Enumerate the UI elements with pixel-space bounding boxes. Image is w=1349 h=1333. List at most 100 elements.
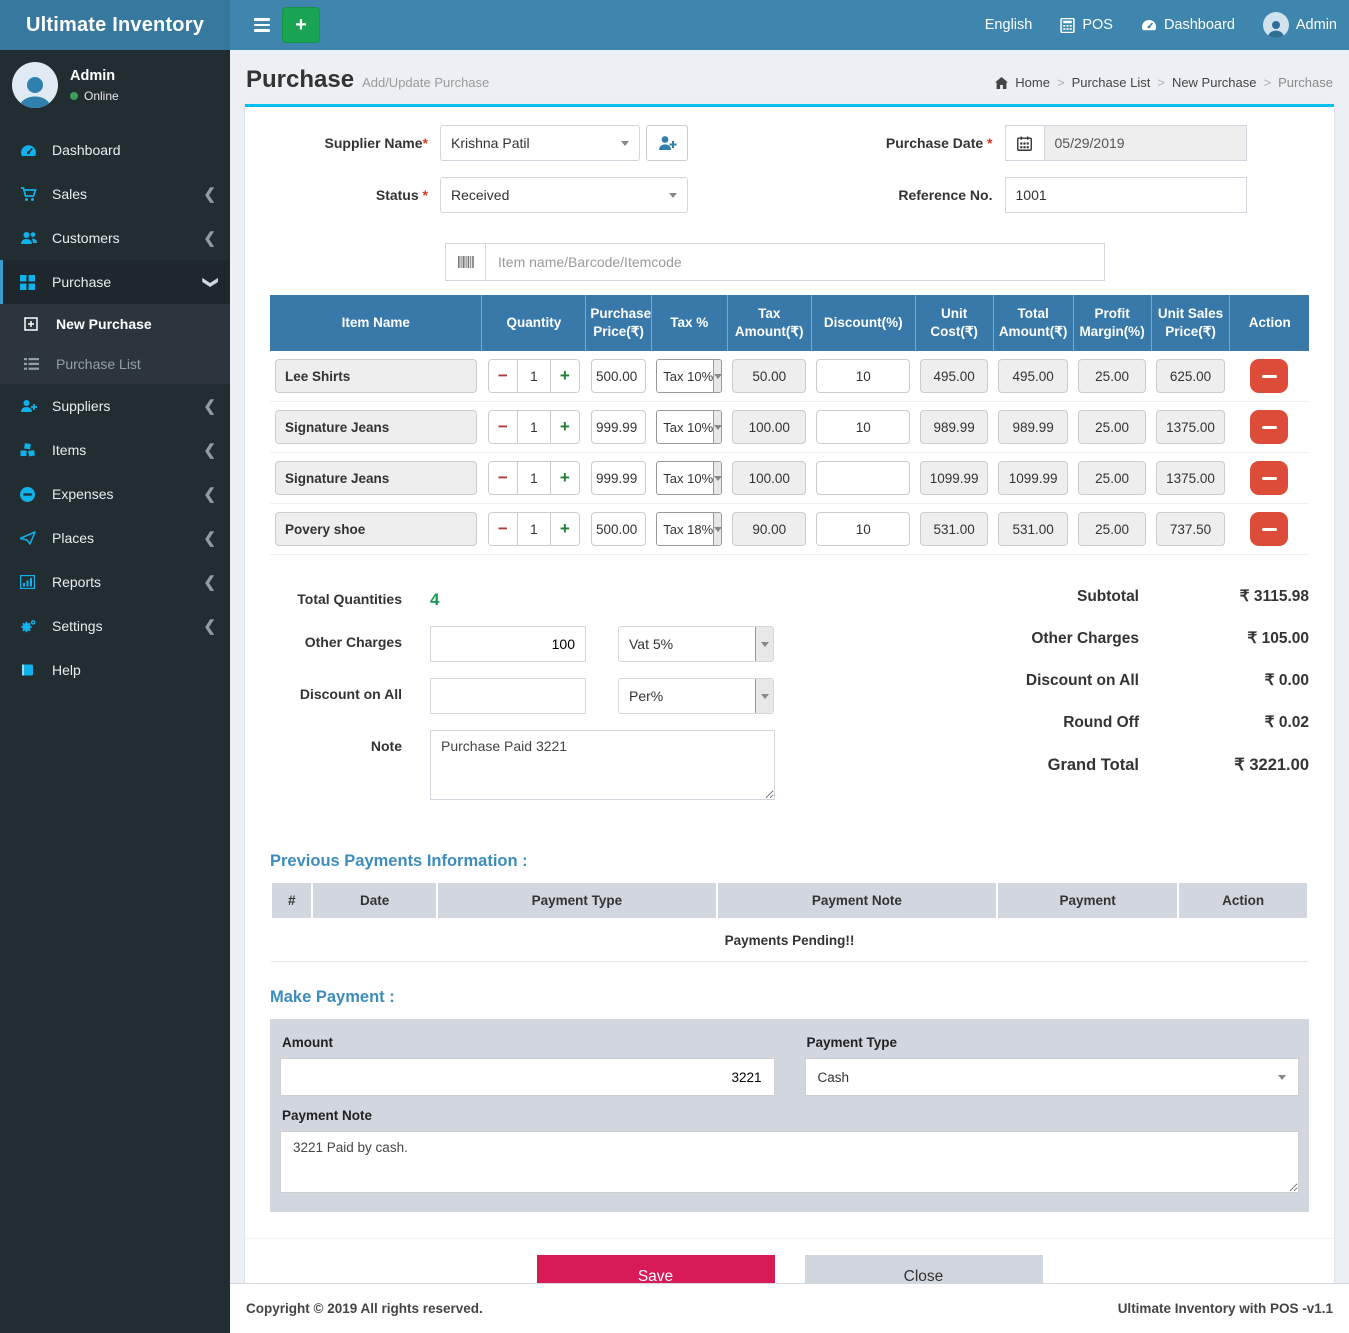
sidebar-item-purchase-list[interactable]: Purchase List (0, 344, 230, 384)
discount-input[interactable] (816, 461, 910, 495)
sidebar-item-new-purchase[interactable]: New Purchase (0, 304, 230, 344)
dashboard-link[interactable]: Dashboard (1141, 17, 1235, 33)
qty-increase-button[interactable]: + (551, 411, 579, 443)
purchase-price-input[interactable]: 999.99 (591, 461, 646, 495)
remove-item-button[interactable] (1250, 512, 1288, 546)
sidebar-item-suppliers[interactable]: Suppliers ❮ (0, 384, 230, 428)
item-name-field: Lee Shirts (275, 359, 477, 393)
tax-select[interactable]: Tax 18% (656, 512, 722, 546)
remove-item-button[interactable] (1250, 410, 1288, 444)
list-icon (24, 358, 50, 370)
brand-logo[interactable]: Ultimate Inventory (0, 0, 230, 50)
discount-input[interactable]: 10 (816, 410, 910, 444)
sidebar-item-reports[interactable]: Reports ❮ (0, 560, 230, 604)
purchase-price-input[interactable]: 500.00 (591, 359, 646, 393)
qty-decrease-button[interactable]: − (489, 411, 517, 443)
reference-no-input[interactable] (1005, 177, 1247, 213)
discount-on-all-input[interactable] (430, 678, 586, 714)
discount-type-select[interactable]: Per% (618, 678, 774, 714)
qty-increase-button[interactable]: + (551, 513, 579, 545)
payment-type-label: Payment Type (807, 1035, 1300, 1050)
tax-select[interactable]: Tax 10% (656, 461, 722, 495)
qty-value[interactable]: 1 (517, 462, 551, 494)
chevron-left-icon: ❮ (203, 187, 216, 202)
qty-decrease-button[interactable]: − (489, 513, 517, 545)
version-text: Ultimate Inventory with POS -v1.1 (1118, 1301, 1333, 1316)
sidebar-item-purchase[interactable]: Purchase ❮ (0, 260, 230, 304)
other-charges-tax-select[interactable]: Vat 5% (618, 626, 774, 662)
reference-no-label: Reference No. (790, 187, 1005, 203)
payment-note-textarea[interactable]: 3221 Paid by cash. (280, 1131, 1299, 1193)
tax-select[interactable]: Tax 10% (656, 359, 722, 393)
sidebar-item-dashboard[interactable]: Dashboard (0, 128, 230, 172)
col-tax-percent: Tax % (651, 295, 727, 351)
qty-decrease-button[interactable]: − (489, 360, 517, 392)
users-icon (20, 231, 46, 245)
tax-amount-field: 50.00 (732, 359, 806, 393)
quantity-stepper: − 1 + (488, 359, 580, 393)
chevron-down-icon (755, 679, 773, 713)
remove-item-button[interactable] (1250, 461, 1288, 495)
user-avatar (1263, 12, 1289, 38)
breadcrumb-home[interactable]: Home (1015, 75, 1050, 90)
total-amount-field: 989.99 (998, 410, 1068, 444)
chevron-down-icon (755, 627, 773, 661)
col-item-name: Item Name (270, 295, 482, 351)
sidebar-item-expenses[interactable]: Expenses ❮ (0, 472, 230, 516)
qty-decrease-button[interactable]: − (489, 462, 517, 494)
remove-item-button[interactable] (1250, 359, 1288, 393)
cart-icon (20, 187, 46, 202)
sidebar-item-sales[interactable]: Sales ❮ (0, 172, 230, 216)
breadcrumb-purchase-list[interactable]: Purchase List (1072, 75, 1151, 90)
sidebar-item-customers[interactable]: Customers ❮ (0, 216, 230, 260)
user-plus-icon (657, 135, 677, 151)
make-payment-panel: Amount Payment Type Cash Payment Note (270, 1019, 1309, 1212)
plus-square-icon (24, 317, 50, 331)
status-select[interactable]: Received (440, 177, 688, 213)
purchase-date-input[interactable] (1044, 125, 1247, 161)
supplier-select[interactable]: Krishna Patil (440, 125, 640, 161)
online-status-dot (70, 92, 78, 100)
calendar-icon[interactable] (1005, 125, 1044, 161)
qty-value[interactable]: 1 (517, 360, 551, 392)
add-supplier-button[interactable] (646, 125, 688, 161)
purchase-price-input[interactable]: 999.99 (591, 410, 646, 444)
purchase-date-label: Purchase Date * (790, 135, 1005, 151)
item-row: Lee Shirts − 1 + 500.00 Tax 10% 50.00 10… (270, 351, 1309, 402)
qty-increase-button[interactable]: + (551, 360, 579, 392)
qty-value[interactable]: 1 (517, 513, 551, 545)
sidebar-item-settings[interactable]: Settings ❮ (0, 604, 230, 648)
qty-value[interactable]: 1 (517, 411, 551, 443)
purchase-price-input[interactable]: 500.00 (591, 512, 646, 546)
qty-increase-button[interactable]: + (551, 462, 579, 494)
chevron-left-icon: ❮ (203, 399, 216, 414)
note-textarea[interactable]: Purchase Paid 3221 (430, 730, 775, 800)
breadcrumb-new-purchase[interactable]: New Purchase (1172, 75, 1257, 90)
col-unit-sales-price: Unit Sales Price(₹) (1151, 295, 1230, 351)
payment-amount-input[interactable] (280, 1058, 775, 1096)
user-menu[interactable]: Admin (1263, 12, 1337, 38)
unit-sales-price-field: 737.50 (1156, 512, 1225, 546)
col-purchase-price: Purchase Price(₹) (586, 295, 651, 351)
sidebar-item-places[interactable]: Places ❮ (0, 516, 230, 560)
pos-link[interactable]: POS (1060, 17, 1113, 33)
other-charges-input[interactable] (430, 626, 586, 662)
tax-amount-field: 100.00 (732, 461, 806, 495)
minus-icon (1262, 426, 1277, 430)
payment-type-select[interactable]: Cash (805, 1058, 1300, 1096)
language-menu[interactable]: English (985, 17, 1033, 33)
unit-cost-field: 1099.99 (920, 461, 988, 495)
payments-empty-row: Payments Pending!! (271, 919, 1308, 962)
sidebar-item-items[interactable]: Items ❮ (0, 428, 230, 472)
discount-input[interactable]: 10 (816, 512, 910, 546)
sidebar: Admin Online Dashboard Sales ❮ Customers (0, 50, 230, 1333)
discount-input[interactable]: 10 (816, 359, 910, 393)
subtotal-label: Subtotal (1077, 588, 1139, 606)
quick-add-button[interactable]: + (282, 7, 320, 43)
tax-select[interactable]: Tax 10% (656, 410, 722, 444)
make-payment-heading: Make Payment : (270, 988, 1309, 1007)
sidebar-item-help[interactable]: Help (0, 648, 230, 692)
sidebar-toggle-button[interactable] (242, 0, 282, 50)
item-search-input[interactable] (485, 243, 1105, 281)
subtotal-value: ₹ 3115.98 (1139, 587, 1309, 606)
